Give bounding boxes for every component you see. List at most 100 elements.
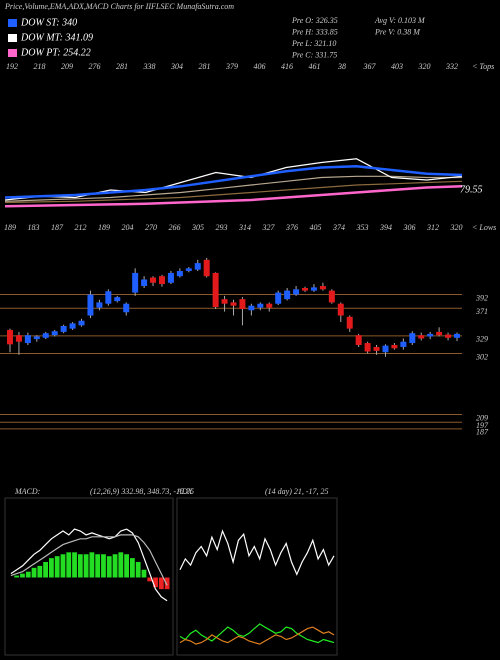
top-label: 304 — [170, 62, 183, 71]
low-label: 212 — [75, 223, 87, 232]
series-line — [179, 626, 335, 645]
candle-body — [436, 331, 443, 336]
candle-body — [60, 326, 67, 332]
candle-body — [364, 343, 371, 352]
macd-bar — [153, 577, 158, 588]
candle-body — [33, 336, 40, 340]
candle-body — [248, 305, 255, 311]
low-label: 327 — [262, 223, 276, 232]
series-line — [4, 165, 463, 199]
info-text: Pre C: 331.75 — [291, 50, 337, 59]
top-label: 209 — [61, 62, 73, 71]
macd-label: MACD: — [14, 487, 41, 496]
legend-label: DOW MT: 341.09 — [20, 32, 93, 43]
candle-body — [391, 345, 398, 349]
page-title: Price,Volume,EMA,ADX,MACD Charts for IIF… — [4, 2, 234, 11]
candle-body — [310, 287, 317, 291]
macd-bar — [43, 562, 48, 578]
macd-bar — [164, 577, 170, 590]
top-label: 367 — [363, 62, 377, 71]
candle-body — [167, 272, 174, 283]
series-line — [179, 623, 335, 644]
level-label: 187 — [476, 428, 489, 437]
candle-body — [7, 329, 13, 345]
macd-bar — [14, 575, 20, 578]
macd-bar — [147, 577, 153, 582]
candle-body — [355, 335, 362, 345]
macd-bar — [158, 577, 164, 590]
level-label: 197 — [476, 421, 489, 430]
candle-body — [337, 303, 344, 316]
macd-bar — [25, 571, 31, 578]
level-label: 329 — [475, 335, 488, 344]
candle-body — [185, 268, 192, 271]
top-label: 461 — [309, 62, 321, 71]
legend-swatch — [8, 19, 17, 27]
candle-body — [96, 302, 103, 308]
candle-body — [445, 334, 452, 338]
top-label: 338 — [143, 62, 156, 71]
top-label: 416 — [281, 62, 293, 71]
candle-body — [454, 333, 460, 338]
low-label: 189 — [98, 223, 110, 232]
low-label: 394 — [379, 223, 392, 232]
low-label: 374 — [332, 223, 345, 232]
candle-body — [15, 335, 22, 342]
low-label: 270 — [145, 223, 157, 232]
candle-body — [194, 263, 201, 270]
top-label: 320 — [418, 62, 431, 71]
low-label: 204 — [122, 223, 134, 232]
tops-label: < Tops — [472, 62, 494, 71]
adx-frame — [176, 497, 338, 656]
candle-body — [302, 288, 309, 291]
candle-body — [150, 277, 157, 283]
low-label: 353 — [356, 223, 369, 232]
info-text: Pre V: 0.38 M — [374, 27, 421, 36]
legend-label: DOW ST: 340 — [20, 17, 77, 28]
candle-body — [293, 289, 300, 295]
candle-body — [114, 297, 121, 302]
candle-body — [141, 279, 148, 287]
candle-body — [123, 303, 130, 313]
candle-body — [266, 303, 273, 308]
macd-bar — [95, 554, 101, 578]
candle-body — [328, 290, 335, 303]
candle-body — [346, 316, 353, 329]
legend-swatch — [8, 34, 17, 42]
top-label: 281 — [116, 62, 128, 71]
series-line — [10, 534, 168, 586]
top-label: 38 — [337, 62, 346, 71]
candle-body — [427, 333, 434, 337]
top-label: 276 — [89, 62, 101, 71]
series-line — [179, 529, 335, 576]
candle-body — [400, 341, 407, 347]
candle-body — [212, 272, 219, 307]
candle-body — [230, 302, 237, 306]
series-line — [4, 175, 462, 202]
top-label: 332 — [445, 62, 458, 71]
level-label: 392 — [475, 293, 488, 302]
candle-body — [24, 335, 31, 344]
macd-bar — [66, 552, 72, 578]
low-label: 305 — [191, 223, 204, 232]
low-label: 183 — [28, 223, 40, 232]
macd-bar — [77, 554, 83, 578]
macd-bar — [72, 552, 77, 578]
adx-values: (14 day) 21, -17, 25 — [265, 487, 329, 496]
candle-body — [176, 270, 183, 277]
macd-bar — [141, 569, 147, 578]
candle-body — [319, 286, 326, 290]
series-line — [4, 158, 463, 201]
low-label: 189 — [4, 223, 16, 232]
macd-bar — [54, 556, 60, 578]
top-label: 281 — [199, 62, 211, 71]
legend-swatch — [8, 49, 17, 57]
candle-body — [373, 346, 380, 351]
macd-bar — [106, 556, 112, 578]
level-label: 302 — [475, 352, 488, 361]
macd-frame — [4, 497, 174, 656]
candle-body — [78, 320, 85, 326]
annotation: 79.55 — [460, 185, 483, 196]
